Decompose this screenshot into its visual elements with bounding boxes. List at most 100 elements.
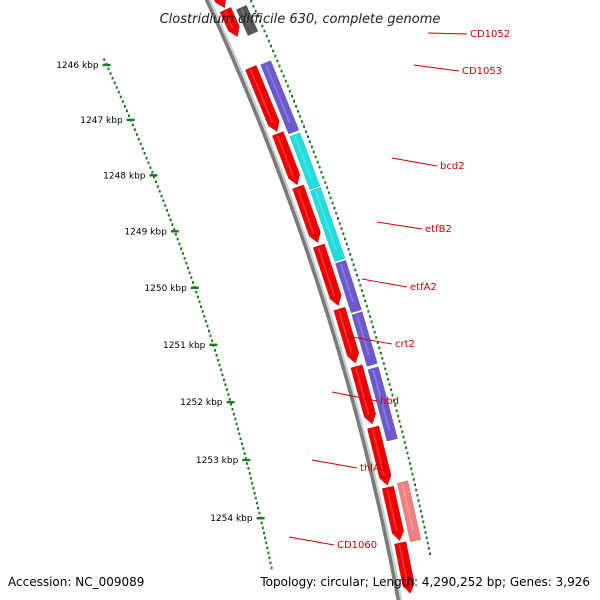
outer-ring-dot bbox=[369, 315, 371, 318]
tick-dot bbox=[252, 486, 255, 490]
leader-line bbox=[391, 157, 438, 167]
cds-block-shine bbox=[386, 489, 398, 532]
tick-dot bbox=[166, 209, 168, 212]
tick-dot bbox=[185, 261, 188, 265]
cds-block bbox=[213, 0, 227, 9]
tick-dot bbox=[147, 161, 150, 165]
backbone-shadow bbox=[206, 0, 403, 600]
gene-label[interactable]: thlA1 bbox=[360, 463, 386, 474]
tick-dot bbox=[227, 393, 230, 396]
outer-ring-dot bbox=[397, 414, 400, 418]
outer-ring-dot bbox=[398, 420, 401, 423]
outer-ring-dot bbox=[409, 462, 411, 465]
outer-ring-dot bbox=[272, 49, 275, 53]
gene-label[interactable]: CD1052 bbox=[470, 29, 510, 40]
outer-ring-dot bbox=[372, 325, 375, 329]
outer-ring-dot bbox=[252, 4, 255, 8]
tick-dot bbox=[243, 452, 246, 455]
outer-ring-dot bbox=[259, 19, 262, 23]
accession-text: Accession: NC_009089 bbox=[8, 575, 144, 589]
outer-ring-dot bbox=[318, 165, 321, 169]
outer-ring-dot bbox=[387, 378, 390, 381]
gene-label[interactable]: etfA2 bbox=[410, 282, 437, 293]
outer-ring-dot bbox=[291, 94, 293, 98]
tick-dot bbox=[230, 403, 233, 406]
tick-dot bbox=[198, 300, 201, 304]
tick-dot bbox=[268, 556, 271, 560]
gene-block-cd1060-shine bbox=[401, 483, 414, 531]
tick-dot bbox=[107, 67, 110, 71]
tick-dot bbox=[232, 412, 235, 416]
tick-dot bbox=[253, 491, 256, 495]
tick-dot bbox=[188, 271, 191, 275]
outer-ring-dot bbox=[340, 227, 343, 230]
tick-dot bbox=[211, 339, 214, 342]
tick-dot bbox=[178, 242, 181, 246]
outer-ring-dot bbox=[331, 201, 334, 205]
gene-label[interactable]: etfB2 bbox=[425, 224, 452, 235]
gene-label[interactable]: CD1060 bbox=[337, 540, 377, 551]
gene-label[interactable]: crt2 bbox=[395, 339, 415, 350]
tick-dot bbox=[257, 506, 260, 510]
outer-ring-dot bbox=[388, 383, 391, 386]
leader-line bbox=[427, 32, 468, 35]
tick-dot bbox=[242, 447, 245, 450]
leader-line bbox=[361, 278, 408, 288]
backbone-layer bbox=[204, 0, 403, 600]
outer-ring-dot bbox=[322, 176, 325, 179]
tick-dot bbox=[237, 427, 239, 431]
tick-dot bbox=[269, 561, 272, 565]
outer-ring-dot bbox=[367, 310, 370, 313]
cds-block-shine bbox=[371, 429, 386, 476]
gene-block-thla1-shine bbox=[372, 369, 391, 431]
outer-ring-dot bbox=[324, 181, 327, 184]
outer-ring-dot bbox=[278, 64, 281, 68]
tick-dot bbox=[195, 290, 198, 294]
outer-ring-dot bbox=[422, 520, 425, 524]
outer-ring-dot bbox=[399, 425, 402, 428]
tick-dot bbox=[121, 100, 124, 103]
leader-line bbox=[413, 64, 460, 72]
outer-ring-dot bbox=[276, 59, 279, 63]
outer-ring-dot bbox=[305, 130, 307, 133]
tick-dot bbox=[115, 86, 118, 89]
gene-label[interactable]: hbd bbox=[380, 396, 399, 407]
tick-dot bbox=[248, 472, 251, 475]
cds-block bbox=[366, 425, 392, 486]
leader-line bbox=[331, 391, 378, 402]
tick-dot bbox=[238, 432, 241, 436]
outer-ring-dot bbox=[385, 372, 388, 376]
gene-block-cd1053-shine bbox=[240, 9, 250, 25]
leader-line bbox=[311, 459, 358, 469]
outer-ring-dot bbox=[364, 299, 367, 303]
tick-dot bbox=[214, 349, 217, 352]
tick-dot bbox=[223, 378, 225, 382]
major-tick bbox=[149, 174, 158, 177]
outer-ring-dot bbox=[382, 362, 385, 365]
major-tick bbox=[170, 230, 179, 233]
outer-ring-dot bbox=[327, 191, 330, 194]
tick-dot bbox=[156, 185, 159, 188]
tick-dot bbox=[183, 257, 186, 260]
cds-block-shine bbox=[338, 310, 353, 354]
outer-ring-dot bbox=[350, 258, 353, 261]
outer-ring-dot bbox=[417, 499, 420, 502]
tick-dot bbox=[220, 368, 223, 372]
outer-ring-dot bbox=[406, 451, 409, 455]
tick-label: 1254 kbp bbox=[210, 514, 253, 524]
outer-ring-dot bbox=[295, 105, 297, 108]
outer-ring-dot bbox=[416, 494, 419, 497]
outer-ring-dot bbox=[425, 536, 428, 540]
outer-ring-dot bbox=[280, 69, 283, 73]
tick-dot bbox=[109, 72, 112, 75]
gene-label[interactable]: CD1053 bbox=[462, 66, 502, 77]
gene-block-etfa2-shine bbox=[314, 190, 338, 251]
tick-dot bbox=[204, 319, 207, 323]
tick-label: 1253 kbp bbox=[196, 456, 239, 466]
cds-block bbox=[350, 364, 377, 425]
outer-ring-dot bbox=[282, 74, 285, 78]
tick-dot bbox=[208, 329, 210, 333]
gene-label[interactable]: bcd2 bbox=[440, 161, 465, 172]
tick-dot bbox=[247, 467, 250, 470]
tick-label: 1250 kbp bbox=[144, 284, 187, 294]
